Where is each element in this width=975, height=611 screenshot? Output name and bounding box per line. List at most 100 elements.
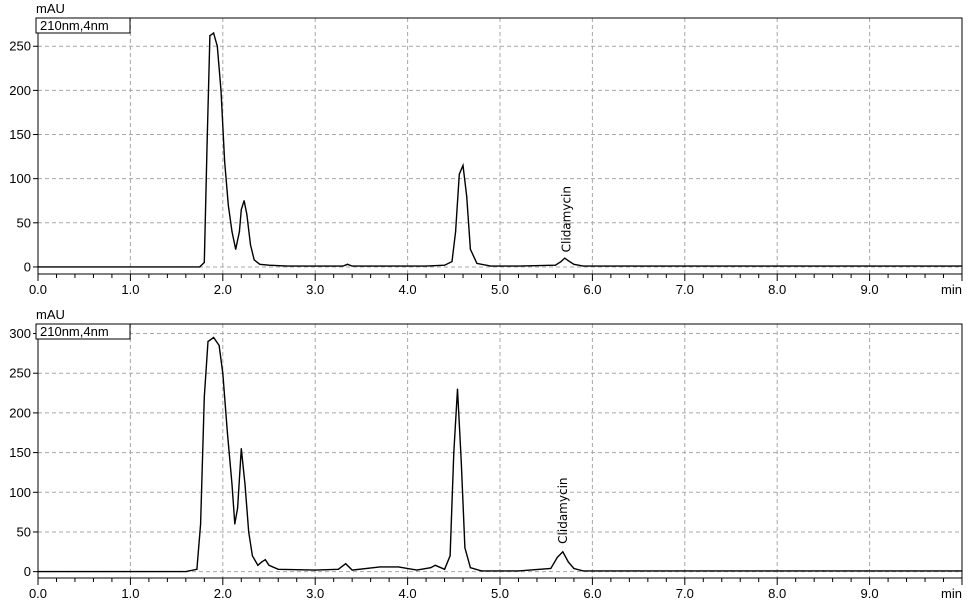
x-tick-label: 0.0 [29,282,47,297]
data-point [476,262,478,265]
data-point [257,564,259,566]
data-point [550,567,552,570]
data-point [203,261,205,264]
data-point [220,89,222,91]
data-point [480,570,483,572]
data-point [684,265,686,267]
data-point [351,265,353,267]
data-point [517,265,520,267]
data-point [638,570,640,572]
data-point [434,564,436,566]
y-tick-label: 100 [9,485,31,500]
data-point [196,568,198,570]
y-tick-label: 50 [17,524,31,539]
x-tick-label: 4.0 [399,282,417,297]
x-tick-label: 2.0 [214,586,232,601]
data-point [243,200,245,202]
x-tick-label: 1.0 [121,586,139,601]
data-point [222,372,224,374]
data-point [490,265,492,267]
data-point [822,265,825,267]
data-point [236,507,239,509]
data-point [455,231,457,233]
data-point [286,265,289,267]
data-point [231,483,233,485]
data-point [199,266,201,268]
data-point [185,571,187,573]
x-tick-label: 6.0 [583,586,601,601]
data-point [961,570,963,572]
data-point [567,561,569,563]
data-point [469,248,472,250]
chart-panel-1: 0 50 100 150 200 250 0.0 1.0 2.0 3.0 4.0 5.0 6.0 7.0 8… [9,1,963,297]
x-unit-label: min [941,586,962,601]
y-tick-label: 200 [9,83,31,98]
data-point [449,555,451,557]
data-point [240,208,242,211]
data-point [453,451,455,454]
data-point [961,265,963,267]
data-point [246,213,248,215]
data-point [235,248,237,250]
data-point [416,569,418,571]
data-point [554,264,557,266]
peak-annotation: Clidamycin [556,477,570,543]
x-unit-label: min [941,282,962,297]
data-point [216,45,218,47]
data-point [249,244,252,246]
data-point [231,231,233,233]
data-point [234,523,236,525]
data-point [253,259,255,261]
data-point [469,567,472,569]
data-point [458,173,460,175]
data-point [227,204,229,206]
legend-box [35,17,131,34]
data-point [206,142,208,144]
y-tick-label: 0 [24,564,31,579]
data-point [209,35,211,37]
chart-panel-2: 0 50 100 150 200 250 300 0.0 1.0 2.0 3.0 4.0 5.0 6.0 7… [9,307,963,601]
y-tick-label: 300 [9,326,31,341]
data-point [567,260,569,262]
data-point [345,563,347,565]
x-tick-label: 9.0 [861,282,879,297]
x-tick-label: 7.0 [676,586,694,601]
data-point [248,531,250,533]
x-tick-label: 0.0 [29,586,47,601]
data-point [560,261,562,263]
legend: 210nm,4nm [35,323,131,340]
data-point [212,336,215,339]
x-tick-label: 3.0 [306,282,324,297]
data-point [346,263,349,265]
x-tick-label: 8.0 [768,282,786,297]
legend: 210nm,4nm [35,17,131,34]
data-point [388,265,390,267]
data-point [451,261,453,263]
data-point [562,551,564,553]
data-point [337,568,339,570]
y-unit-label: mAU [36,1,65,16]
x-tick-label: 6.0 [583,282,601,297]
y-tick-label: 200 [9,405,31,420]
data-point [268,264,270,266]
data-point [869,265,871,267]
data-point [379,566,381,568]
x-tick-label: 7.0 [676,282,694,297]
data-point [264,559,266,561]
y-tick-label: 0 [24,259,31,274]
data-point [203,396,205,398]
x-tick-label: 5.0 [491,282,509,297]
legend-text: 210nm,4nm [40,324,109,339]
data-point [564,257,566,259]
x-tick-label: 3.0 [306,586,324,601]
data-point [822,570,825,572]
y-tick-label: 150 [9,445,31,460]
data-point [582,570,584,572]
chromatogram-trace [38,336,962,573]
data-point [226,432,229,434]
peak-annotation: Clidamycin [560,186,574,252]
data-point [430,567,432,569]
data-point [582,265,584,267]
data-point [244,483,246,485]
